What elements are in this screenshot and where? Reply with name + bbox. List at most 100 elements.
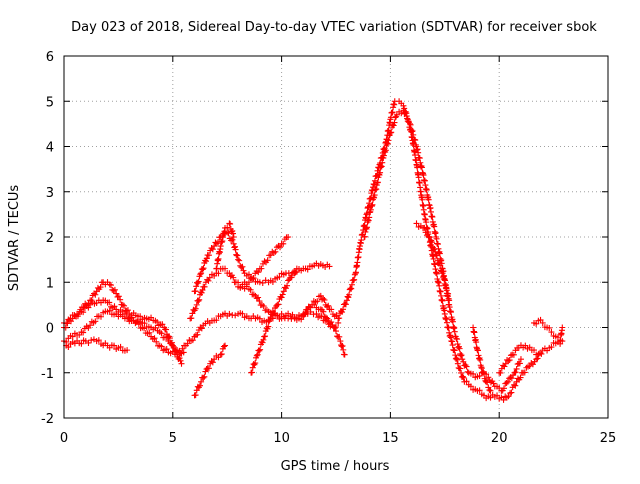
data-point bbox=[177, 357, 184, 364]
data-point bbox=[230, 240, 237, 247]
data-point bbox=[277, 244, 284, 251]
data-point bbox=[217, 351, 224, 358]
data-point bbox=[403, 113, 410, 120]
plot-frame bbox=[63, 55, 609, 419]
data-point bbox=[141, 320, 148, 327]
data-point bbox=[239, 310, 246, 317]
data-point bbox=[449, 342, 456, 349]
data-point bbox=[455, 344, 462, 351]
data-point bbox=[490, 380, 497, 387]
data-point bbox=[548, 344, 555, 351]
x-tick-label: 15 bbox=[382, 431, 399, 446]
data-point bbox=[200, 374, 207, 381]
data-point bbox=[433, 270, 440, 277]
data-point bbox=[304, 266, 311, 273]
data-point bbox=[508, 375, 515, 382]
data-point bbox=[236, 257, 243, 264]
data-point bbox=[232, 246, 239, 253]
data-point bbox=[402, 110, 409, 117]
data-point bbox=[78, 340, 85, 347]
data-point bbox=[234, 252, 241, 259]
data-point bbox=[325, 302, 332, 309]
data-point bbox=[163, 346, 170, 353]
data-point bbox=[464, 368, 471, 375]
data-point bbox=[339, 342, 346, 349]
data-point bbox=[92, 318, 99, 325]
data-point bbox=[512, 369, 519, 376]
data-point bbox=[115, 293, 122, 300]
data-point bbox=[407, 121, 414, 128]
data-point bbox=[326, 263, 333, 270]
data-point bbox=[452, 355, 459, 362]
data-point bbox=[516, 360, 523, 367]
data-point bbox=[342, 301, 349, 308]
data-point bbox=[146, 329, 153, 336]
x-tick-label: 10 bbox=[273, 431, 290, 446]
y-axis-label: SDTVAR / TECUs bbox=[7, 185, 22, 292]
data-point bbox=[254, 351, 261, 358]
data-point bbox=[218, 351, 225, 358]
data-point bbox=[460, 374, 467, 381]
data-point bbox=[111, 303, 118, 310]
data-point bbox=[137, 313, 144, 320]
data-point bbox=[470, 370, 477, 377]
data-point bbox=[432, 248, 439, 255]
data-point bbox=[256, 298, 263, 305]
data-point bbox=[195, 298, 202, 305]
x-tick-label: 20 bbox=[491, 431, 508, 446]
data-point bbox=[514, 375, 521, 382]
data-point bbox=[512, 382, 519, 389]
data-point bbox=[245, 279, 252, 286]
data-point bbox=[423, 219, 430, 226]
data-point bbox=[266, 316, 273, 323]
data-point bbox=[557, 337, 564, 344]
data-point bbox=[387, 129, 394, 136]
data-point bbox=[425, 196, 432, 203]
data-point bbox=[269, 278, 276, 285]
data-point bbox=[341, 351, 348, 358]
data-point bbox=[193, 283, 200, 290]
data-point bbox=[267, 315, 274, 322]
data-point bbox=[328, 306, 335, 313]
data-point bbox=[253, 352, 260, 359]
data-point bbox=[176, 355, 183, 362]
data-point bbox=[87, 322, 94, 329]
data-point bbox=[320, 308, 327, 315]
data-point bbox=[409, 128, 416, 135]
data-point bbox=[302, 311, 309, 318]
data-point bbox=[457, 365, 464, 372]
data-point bbox=[117, 343, 124, 350]
data-point bbox=[454, 360, 461, 367]
data-point bbox=[219, 238, 226, 245]
data-point bbox=[85, 339, 92, 346]
data-point bbox=[324, 315, 331, 322]
data-point bbox=[291, 268, 298, 275]
data-point bbox=[459, 356, 466, 363]
data-point bbox=[546, 324, 553, 331]
data-point bbox=[226, 310, 233, 317]
data-point bbox=[220, 343, 227, 350]
data-point bbox=[384, 140, 391, 147]
data-point bbox=[531, 347, 538, 354]
data-point bbox=[320, 295, 327, 302]
data-point bbox=[506, 357, 513, 364]
data-point bbox=[456, 345, 463, 352]
data-point bbox=[471, 329, 478, 336]
data-point bbox=[467, 383, 474, 390]
data-point bbox=[260, 336, 267, 343]
data-point bbox=[448, 309, 455, 316]
data-point bbox=[201, 283, 208, 290]
data-point bbox=[168, 339, 175, 346]
y-tick-label: -1 bbox=[41, 367, 54, 382]
data-point bbox=[314, 298, 321, 305]
data-point bbox=[202, 258, 209, 265]
data-point bbox=[259, 339, 266, 346]
data-point bbox=[227, 273, 234, 280]
data-point bbox=[436, 282, 443, 289]
data-point bbox=[494, 392, 501, 399]
data-point bbox=[180, 349, 187, 356]
data-point bbox=[337, 338, 344, 345]
data-point bbox=[413, 220, 420, 227]
data-point bbox=[229, 227, 236, 234]
data-point bbox=[374, 179, 381, 186]
